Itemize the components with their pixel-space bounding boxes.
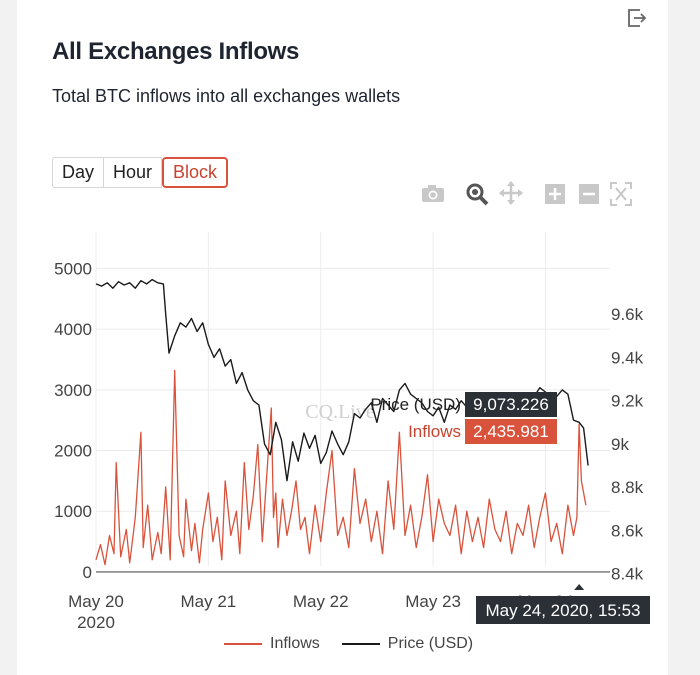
interval-tabs: Day Hour Block (52, 157, 229, 188)
inflows-tooltip-label: Inflows (408, 422, 461, 441)
camera-icon[interactable] (420, 178, 446, 208)
inflows-tooltip-value: 2,435.981 (473, 422, 549, 441)
watermark: CQ.Live (305, 401, 375, 423)
hover-marker (574, 584, 585, 590)
y-right-tick-label: 9.4k (611, 348, 644, 367)
legend-inflows-swatch (224, 643, 262, 645)
inflows-tooltip-box (465, 419, 557, 444)
export-icon[interactable] (625, 6, 649, 30)
chart-card (17, 0, 668, 675)
y-right-tick-label: 9.6k (611, 305, 644, 324)
price-tooltip-box (465, 392, 557, 417)
price-tooltip-label: Price (USD) (370, 395, 461, 414)
tab-block[interactable]: Block (162, 157, 229, 188)
y-right-tick-label: 8.6k (611, 521, 644, 540)
x-tick-label: May 21 (180, 592, 236, 611)
zoom-out-icon[interactable] (576, 178, 602, 208)
x-tick-label: May 22 (293, 592, 349, 611)
y-left-tick-label: 5000 (54, 259, 92, 278)
autoscale-icon[interactable] (608, 178, 634, 208)
x-tick-label: May 23 (405, 592, 461, 611)
page-title: All Exchanges Inflows (52, 38, 300, 65)
tab-day[interactable]: Day (52, 157, 105, 188)
y-right-tick-label: 8.8k (611, 478, 644, 497)
pan-icon[interactable] (498, 178, 524, 208)
tab-hour[interactable]: Hour (104, 157, 163, 188)
chart-legend: Inflows Price (USD) (224, 633, 495, 655)
date-tooltip-box (476, 596, 650, 624)
zoom-icon[interactable] (464, 178, 490, 208)
page-subtitle: Total BTC inflows into all exchanges wal… (52, 86, 401, 106)
legend-price-label: Price (USD) (387, 635, 474, 652)
y-left-tick-label: 0 (83, 563, 92, 582)
zoom-in-icon[interactable] (542, 178, 568, 208)
x-tick-label: May 20 (68, 592, 124, 611)
price-tooltip-value: 9,073.226 (473, 395, 549, 414)
y-left-tick-label: 1000 (54, 502, 92, 521)
y-right-tick-label: 8.4k (611, 565, 644, 584)
legend-price-swatch (341, 643, 380, 645)
date-tooltip-label: May 24, 2020, 15:53 (485, 601, 640, 620)
y-left-tick-label: 2000 (54, 442, 92, 461)
y-right-tick-label: 9.2k (611, 392, 644, 411)
y-left-tick-label: 3000 (54, 381, 92, 400)
inflows-series-line[interactable] (95, 369, 587, 566)
legend-price[interactable]: Price (USD) (341, 635, 474, 653)
y-right-tick-label: 9k (611, 435, 629, 454)
x-tick-year: 2020 (77, 613, 115, 632)
legend-inflows[interactable]: Inflows (224, 635, 320, 653)
y-left-tick-label: 4000 (54, 320, 92, 339)
legend-inflows-label: Inflows (270, 635, 320, 652)
